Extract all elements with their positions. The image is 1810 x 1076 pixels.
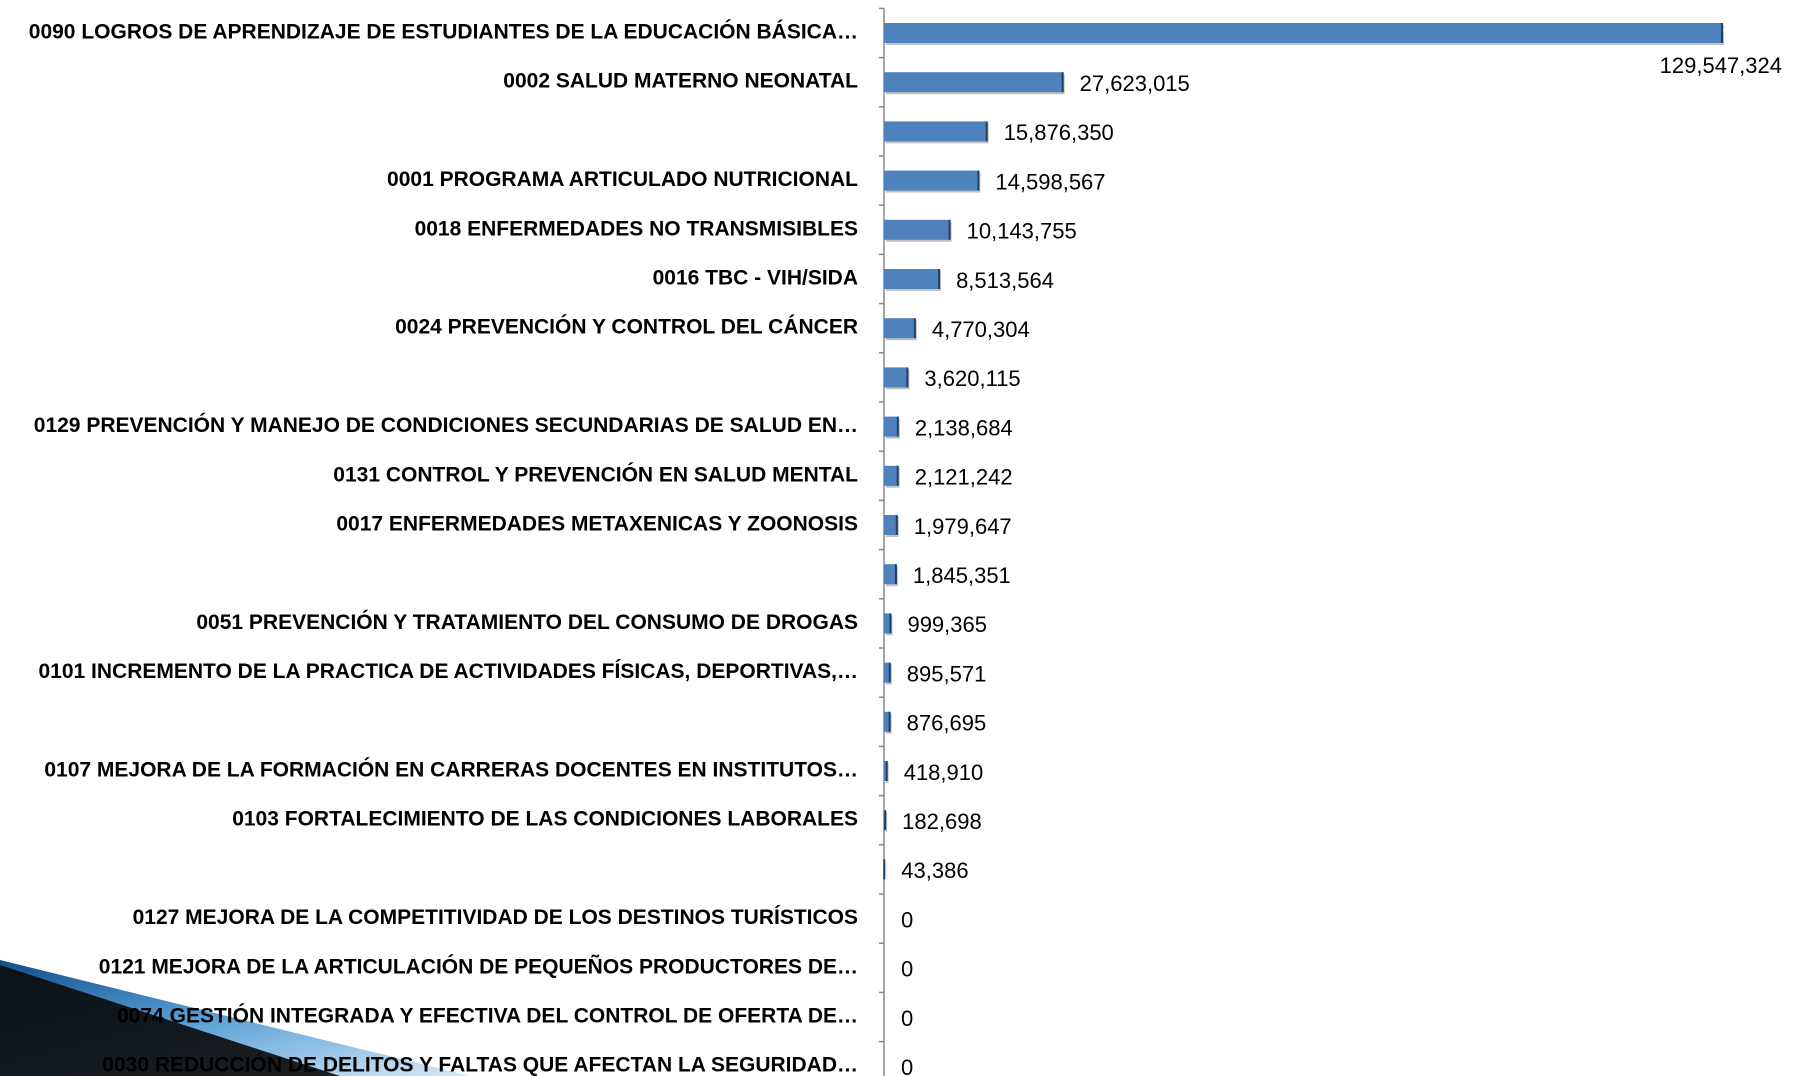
bar: [884, 564, 896, 584]
value-label: 876,695: [907, 711, 987, 736]
value-label: 1,979,647: [914, 514, 1012, 539]
category-label: 0024 PREVENCIÓN Y CONTROL DEL CÁNCER: [395, 315, 858, 339]
bar: [884, 72, 1063, 92]
chart: 0090 LOGROS DE APRENDIZAJE DE ESTUDIANTE…: [0, 0, 1810, 1076]
value-label: 999,365: [907, 612, 987, 637]
page: 0090 LOGROS DE APRENDIZAJE DE ESTUDIANTE…: [0, 0, 1810, 1076]
category-label: 0017 ENFERMEDADES METAXENICAS Y ZOONOSIS: [336, 513, 858, 536]
value-label: 4,770,304: [932, 317, 1030, 342]
value-label: 43,386: [901, 858, 968, 883]
category-label: 0030 REDUCCIÓN DE DELITOS Y FALTAS QUE A…: [102, 1053, 858, 1076]
value-label: 0: [901, 957, 913, 982]
category-label: 0002 SALUD MATERNO NEONATAL: [503, 70, 858, 93]
value-label: 0: [901, 1006, 913, 1031]
category-label: 0090 LOGROS DE APRENDIZAJE DE ESTUDIANTE…: [29, 20, 858, 44]
value-label: 15,876,350: [1004, 120, 1114, 145]
value-label: 27,623,015: [1080, 71, 1190, 96]
category-label: 0121 MEJORA DE LA ARTICULACIÓN DE PEQUEÑ…: [99, 954, 858, 978]
bar: [884, 318, 915, 338]
value-label: 182,698: [902, 809, 982, 834]
category-label: 0051 PREVENCIÓN Y TRATAMIENTO DEL CONSUM…: [196, 610, 858, 634]
bar: [884, 171, 978, 191]
value-label: 0: [901, 907, 913, 932]
value-label: 1,845,351: [913, 563, 1011, 588]
category-label: 0127 MEJORA DE LA COMPETITIVIDAD DE LOS …: [133, 906, 858, 929]
bar: [884, 23, 1722, 43]
bar: [884, 367, 907, 387]
value-label: 2,138,684: [915, 415, 1013, 440]
value-label: 3,620,115: [924, 366, 1020, 391]
bar: [884, 121, 987, 141]
plot: 0090 LOGROS DE APRENDIZAJE DE ESTUDIANTE…: [29, 8, 1782, 1076]
bar: [884, 466, 898, 486]
category-label: 0129 PREVENCIÓN Y MANEJO DE CONDICIONES …: [34, 413, 858, 437]
category-label: 0001 PROGRAMA ARTICULADO NUTRICIONAL: [387, 168, 858, 191]
category-label: 0016 TBC - VIH/SIDA: [653, 267, 858, 290]
value-label: 895,571: [907, 661, 987, 686]
category-label: 0103 FORTALECIMIENTO DE LAS CONDICIONES …: [232, 808, 858, 831]
value-label: 8,513,564: [956, 268, 1054, 293]
bar: [884, 417, 898, 437]
category-label: 0131 CONTROL Y PREVENCIÓN EN SALUD MENTA…: [333, 462, 858, 486]
category-label: 0018 ENFERMEDADES NO TRANSMISIBLES: [415, 217, 858, 240]
category-label: 0107 MEJORA DE LA FORMACIÓN EN CARRERAS …: [44, 758, 858, 782]
category-label: 0074 GESTIÓN INTEGRADA Y EFECTIVA DEL CO…: [117, 1004, 858, 1028]
value-label: 129,547,324: [1660, 53, 1782, 78]
bar: [884, 515, 897, 535]
value-label: 2,121,242: [915, 465, 1013, 490]
value-label: 10,143,755: [967, 219, 1077, 244]
category-label: 0101 INCREMENTO DE LA PRACTICA DE ACTIVI…: [39, 660, 859, 683]
bar: [884, 220, 950, 240]
value-label: 0: [901, 1055, 913, 1076]
value-label: 418,910: [904, 760, 984, 785]
value-label: 14,598,567: [995, 169, 1105, 194]
bar: [884, 269, 939, 289]
